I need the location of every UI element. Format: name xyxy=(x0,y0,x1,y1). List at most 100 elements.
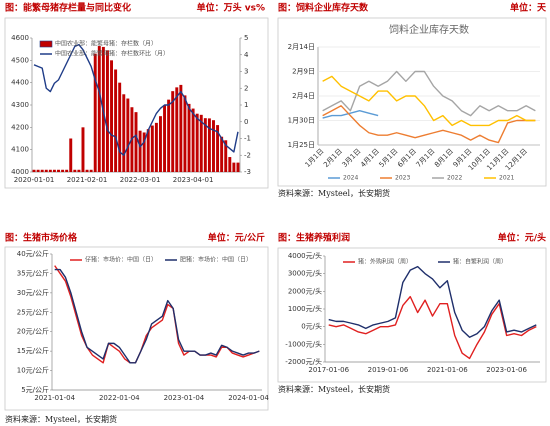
y-tick-label: 4500 xyxy=(11,56,29,64)
bar xyxy=(114,69,118,172)
y-tick-label: 3000元/头 xyxy=(288,269,322,278)
bar xyxy=(216,125,220,172)
bar xyxy=(212,120,215,172)
bar xyxy=(93,53,97,173)
bar xyxy=(228,157,232,172)
y-tick-label: 15元/公斤 xyxy=(17,346,49,355)
line-series xyxy=(322,110,379,119)
y-tick-label: -2000元/头 xyxy=(285,357,322,366)
bar xyxy=(138,130,142,172)
x-tick-label: 7月1日 xyxy=(415,147,437,169)
y-tick-label: 1000元/头 xyxy=(288,304,322,313)
bar xyxy=(122,94,126,172)
bar xyxy=(167,99,171,172)
x-tick-label: 2024-01-04 xyxy=(228,394,269,402)
panel-title: 图：生猪市场价格 xyxy=(5,232,78,244)
bar xyxy=(203,118,207,172)
y-tick-label: 2000元/头 xyxy=(288,286,322,295)
x-tick-label: 2023-01-04 xyxy=(164,394,205,402)
panel-unit: 单位：天 xyxy=(510,2,547,14)
y2-tick-label: -3 xyxy=(244,168,251,176)
y2-tick-label: 5 xyxy=(244,34,248,42)
bar xyxy=(36,169,40,172)
bar xyxy=(187,103,191,172)
y-tick-label: 4100 xyxy=(11,146,29,154)
bar xyxy=(179,84,183,172)
y2-tick-label: 4 xyxy=(244,51,249,59)
line-series xyxy=(322,70,536,117)
bar xyxy=(48,169,52,172)
legend-label: 中国农业部：能繁母猪：存栏数环比（月） xyxy=(55,50,169,58)
y-tick-label: 4400 xyxy=(11,79,29,87)
chart-frame xyxy=(277,17,547,187)
bar xyxy=(150,125,154,172)
bar xyxy=(65,169,69,172)
bar xyxy=(183,95,187,172)
bar xyxy=(61,169,65,172)
y-tick-label: 2月9日 xyxy=(292,68,315,76)
line-series xyxy=(54,268,260,364)
bar xyxy=(159,116,162,172)
y-tick-label: 2月14日 xyxy=(288,43,315,51)
bar xyxy=(163,105,167,172)
legend-label: 2024 xyxy=(343,175,358,182)
bar xyxy=(199,114,203,172)
x-tick-label: 2021-01-06 xyxy=(427,366,468,374)
chart-title: 饲料企业库存天数 xyxy=(389,23,469,36)
y-tick-label: -1000元/头 xyxy=(285,339,322,348)
y-tick-label: 25元/公斤 xyxy=(17,307,49,316)
x-tick-label: 2月1日 xyxy=(322,147,344,169)
y2-tick-label: -2 xyxy=(244,151,251,159)
x-tick-label: 5月1日 xyxy=(378,147,400,169)
y-tick-label: 4200 xyxy=(11,123,29,131)
x-tick-label: 2023-01-06 xyxy=(486,366,527,374)
x-tick-label: 2022-03-01 xyxy=(120,176,161,184)
bar xyxy=(105,50,109,172)
y-tick-label: 30元/公斤 xyxy=(17,288,49,297)
y-tick-label: 40元/公斤 xyxy=(17,249,49,258)
x-tick-label: 4月1日 xyxy=(359,147,381,169)
y2-tick-label: 2 xyxy=(244,84,248,92)
bar xyxy=(85,169,89,172)
bar xyxy=(110,60,113,173)
panel-unit: 单位：元/头 xyxy=(498,232,546,244)
bar xyxy=(146,129,150,172)
bar xyxy=(32,169,36,172)
y-tick-label: 1月25日 xyxy=(288,141,315,149)
panel-unit: 单位：万头 vs% xyxy=(197,2,265,14)
source-note: 资料来源：Mysteel，长安期货 xyxy=(5,414,117,424)
bar xyxy=(207,118,211,172)
x-tick-label: 2021-02-01 xyxy=(67,176,108,184)
line-series xyxy=(322,105,536,144)
legend-label: 2021 xyxy=(499,175,514,182)
panel-unit: 单位：元/公斤 xyxy=(208,232,265,244)
bar xyxy=(171,91,175,172)
bar xyxy=(52,169,56,172)
y-tick-label: 20元/公斤 xyxy=(17,327,49,336)
bar xyxy=(118,82,122,172)
line-series xyxy=(33,44,239,156)
bar xyxy=(69,138,73,172)
x-tick-label: 2023-04-01 xyxy=(173,176,214,184)
y-tick-label: 4000元/头 xyxy=(288,251,322,260)
chart-frame xyxy=(4,246,269,411)
legend-label: 中国农业部：能繁母猪：存栏数（月） xyxy=(55,40,157,48)
bar xyxy=(89,169,93,172)
legend-label: 仔猪：市场价：中国（日） xyxy=(85,256,157,264)
y-tick-label: 1月30日 xyxy=(288,117,315,125)
x-tick-label: 3月1日 xyxy=(341,147,363,169)
legend-label: 肥猪：市场价：中国（日） xyxy=(180,256,252,264)
bar xyxy=(142,132,146,172)
bar xyxy=(44,169,48,172)
chart-frame xyxy=(4,17,269,189)
legend-label: 2022 xyxy=(447,175,462,182)
bar xyxy=(57,169,60,172)
y-tick-label: 2月4日 xyxy=(292,92,315,100)
panel-title: 图：饲料企业库存天数 xyxy=(278,2,369,14)
bar xyxy=(81,127,85,172)
y2-tick-label: 1 xyxy=(244,101,248,109)
bar xyxy=(236,162,240,172)
x-tick-label: 2022-01-04 xyxy=(99,394,140,402)
x-tick-label: 1月1日 xyxy=(304,147,326,169)
